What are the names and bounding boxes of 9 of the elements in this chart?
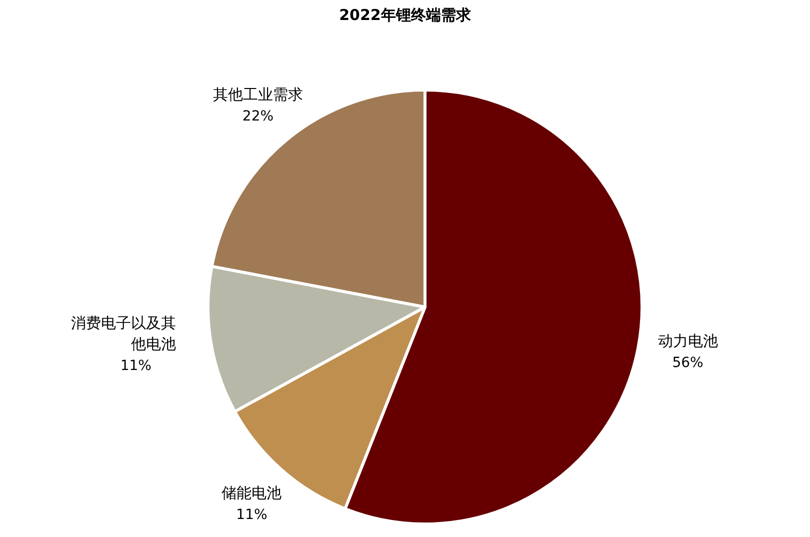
slice-label: 储能电池 [222,484,282,502]
slice-label: 其他工业需求 [212,86,303,104]
data-label: 22% [242,108,274,125]
data-label: 56% [672,354,704,371]
slice-label: 动力电池 [658,332,718,350]
chart-title: 2022年锂终端需求 [339,6,472,24]
slice-label: 消费电子以及其他电池 [70,314,176,354]
data-label: 11% [120,358,152,374]
data-label: 11% [236,507,268,524]
